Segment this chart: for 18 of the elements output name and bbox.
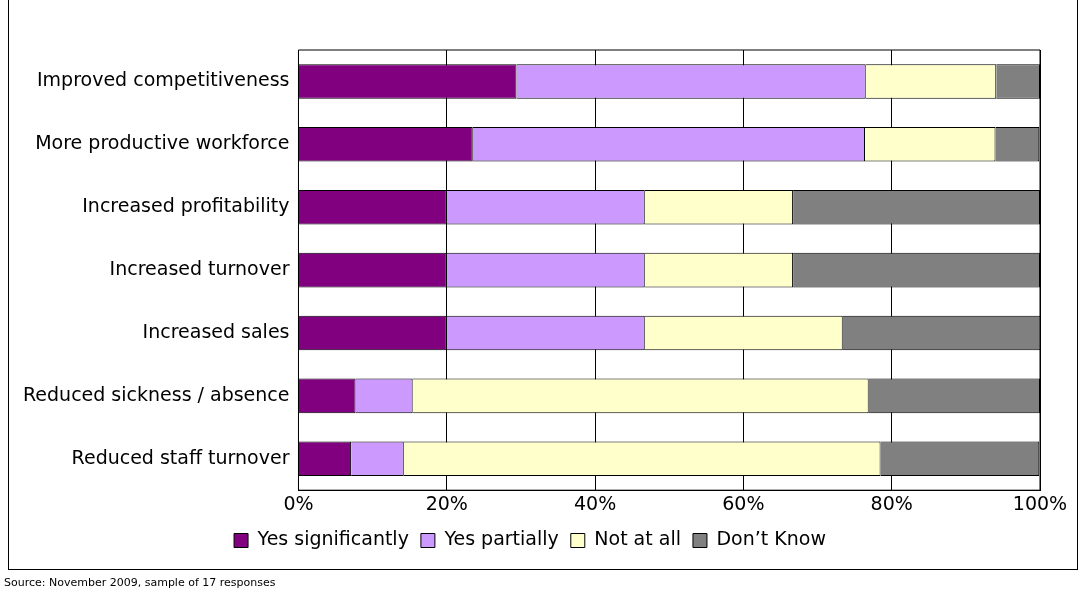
y-tick-label: Reduced sickness / absence	[23, 382, 290, 405]
y-tick-label: Increased sales	[142, 319, 290, 342]
legend-label: Not at all	[594, 527, 681, 550]
y-tick-label: More productive workforce	[35, 131, 290, 154]
y-tick-label: Reduced staff turnover	[71, 445, 290, 468]
y-tick-label: Improved competitiveness	[37, 68, 290, 91]
x-tick-label: 40%	[573, 491, 617, 514]
legend-label: Yes partially	[443, 527, 559, 550]
x-tick-label: 80%	[870, 491, 913, 514]
legend-label: Yes significantly	[256, 527, 409, 550]
x-tick-label: 100%	[1012, 491, 1068, 514]
source-note: Source: November 2009, sample of 17 responses	[4, 576, 276, 589]
legend-label: Don’t Know	[716, 527, 826, 550]
x-tick-label: 0%	[283, 491, 314, 514]
x-tick-label: 60%	[722, 491, 765, 514]
x-tick-label: 20%	[425, 491, 468, 514]
y-tick-label: Increased turnover	[109, 257, 290, 280]
y-tick-label: Increased profitability	[82, 194, 290, 217]
